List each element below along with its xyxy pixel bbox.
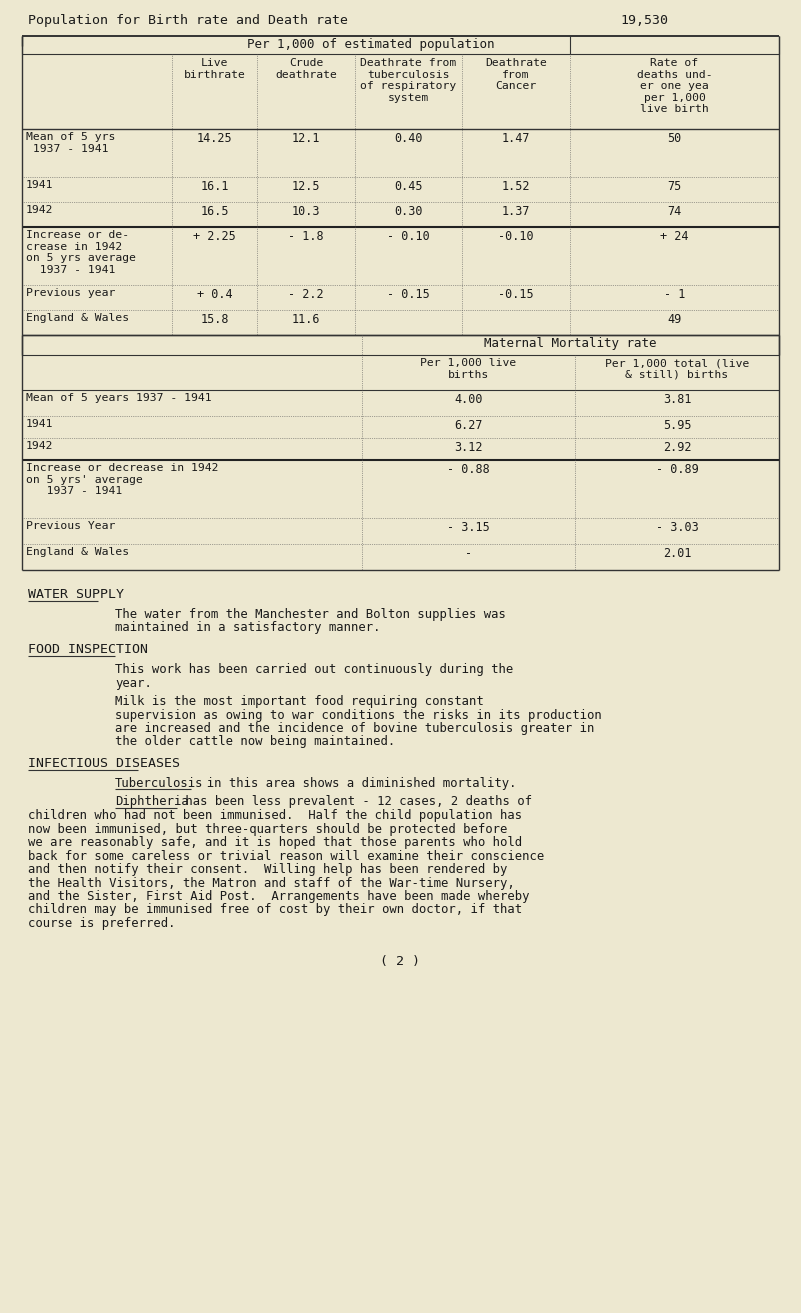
Text: 16.5: 16.5 xyxy=(200,205,229,218)
Text: - 0.89: - 0.89 xyxy=(656,463,698,477)
Text: England & Wales: England & Wales xyxy=(26,548,129,557)
Text: 10.3: 10.3 xyxy=(292,205,320,218)
Text: course is preferred.: course is preferred. xyxy=(28,916,175,930)
Text: Crude
deathrate: Crude deathrate xyxy=(275,58,337,80)
Text: 0.45: 0.45 xyxy=(394,180,423,193)
Text: INFECTIOUS DISEASES: INFECTIOUS DISEASES xyxy=(28,758,180,769)
Text: England & Wales: England & Wales xyxy=(26,312,129,323)
Text: Tuberculosis: Tuberculosis xyxy=(115,777,203,790)
Text: 5.95: 5.95 xyxy=(662,419,691,432)
Text: -0.15: -0.15 xyxy=(498,288,533,301)
Text: 11.6: 11.6 xyxy=(292,312,320,326)
Text: 3.12: 3.12 xyxy=(454,441,483,454)
Text: children may be immunised free of cost by their own doctor, if that: children may be immunised free of cost b… xyxy=(28,903,522,916)
Text: 49: 49 xyxy=(667,312,682,326)
Text: + 0.4: + 0.4 xyxy=(197,288,232,301)
Text: - 3.15: - 3.15 xyxy=(447,521,490,534)
Text: Increase or de-
crease in 1942
on 5 yrs average
  1937 - 1941: Increase or de- crease in 1942 on 5 yrs … xyxy=(26,230,136,274)
Text: maintained in a satisfactory manner.: maintained in a satisfactory manner. xyxy=(115,621,380,634)
Text: 1942: 1942 xyxy=(26,441,54,450)
Text: Mean of 5 years 1937 - 1941: Mean of 5 years 1937 - 1941 xyxy=(26,393,211,403)
Text: - 0.88: - 0.88 xyxy=(447,463,490,477)
Text: - 0.15: - 0.15 xyxy=(387,288,430,301)
Text: and the Sister, First Aid Post.  Arrangements have been made whereby: and the Sister, First Aid Post. Arrangem… xyxy=(28,890,529,903)
Text: year.: year. xyxy=(115,676,152,689)
Text: 2.01: 2.01 xyxy=(662,548,691,561)
Text: This work has been carried out continuously during the: This work has been carried out continuou… xyxy=(115,663,513,676)
Text: The water from the Manchester and Bolton supplies was: The water from the Manchester and Bolton… xyxy=(115,608,506,621)
Text: Live
birthrate: Live birthrate xyxy=(183,58,245,80)
Text: children who had not been immunised.  Half the child population has: children who had not been immunised. Hal… xyxy=(28,809,522,822)
Text: FOOD INSPECTION: FOOD INSPECTION xyxy=(28,643,148,656)
Text: 1942: 1942 xyxy=(26,205,54,215)
Text: 0.40: 0.40 xyxy=(394,133,423,144)
Text: has been less prevalent - 12 cases, 2 deaths of: has been less prevalent - 12 cases, 2 de… xyxy=(178,796,532,809)
Text: 16.1: 16.1 xyxy=(200,180,229,193)
Text: Increase or decrease in 1942
on 5 yrs' average
   1937 - 1941: Increase or decrease in 1942 on 5 yrs' a… xyxy=(26,463,219,496)
Text: Deathrate from
tuberculosis
of respiratory
system: Deathrate from tuberculosis of respirato… xyxy=(360,58,457,102)
Text: Previous year: Previous year xyxy=(26,288,115,298)
Text: in this area shows a diminished mortality.: in this area shows a diminished mortalit… xyxy=(192,777,517,790)
Text: the older cattle now being maintained.: the older cattle now being maintained. xyxy=(115,735,395,748)
Text: the Health Visitors, the Matron and staff of the War-time Nursery,: the Health Visitors, the Matron and staf… xyxy=(28,877,515,889)
Text: Per 1,000 of estimated population: Per 1,000 of estimated population xyxy=(248,38,495,51)
Text: Deathrate
from
Cancer: Deathrate from Cancer xyxy=(485,58,547,91)
Text: 15.8: 15.8 xyxy=(200,312,229,326)
Text: 19,530: 19,530 xyxy=(620,14,668,28)
Text: Mean of 5 yrs
 1937 - 1941: Mean of 5 yrs 1937 - 1941 xyxy=(26,133,115,154)
Text: Milk is the most important food requiring constant: Milk is the most important food requirin… xyxy=(115,695,484,708)
Text: 12.1: 12.1 xyxy=(292,133,320,144)
Text: Diphtheria: Diphtheria xyxy=(115,796,189,809)
Text: Maternal Mortality rate: Maternal Mortality rate xyxy=(485,337,657,351)
Text: 0.30: 0.30 xyxy=(394,205,423,218)
Text: Population for Birth rate and Death rate: Population for Birth rate and Death rate xyxy=(28,14,348,28)
Text: 4.00: 4.00 xyxy=(454,393,483,406)
Text: Rate of
deaths und-
er one yea
per 1,000
live birth: Rate of deaths und- er one yea per 1,000… xyxy=(637,58,712,114)
Text: back for some careless or trivial reason will examine their conscience: back for some careless or trivial reason… xyxy=(28,850,544,863)
Text: WATER SUPPLY: WATER SUPPLY xyxy=(28,588,124,601)
Text: 74: 74 xyxy=(667,205,682,218)
Text: - 3.03: - 3.03 xyxy=(656,521,698,534)
Text: supervision as owing to war conditions the risks in its production: supervision as owing to war conditions t… xyxy=(115,709,602,722)
Text: Previous Year: Previous Year xyxy=(26,521,115,530)
Text: 12.5: 12.5 xyxy=(292,180,320,193)
Text: 1.52: 1.52 xyxy=(501,180,530,193)
Text: - 0.10: - 0.10 xyxy=(387,230,430,243)
Text: now been immunised, but three-quarters should be protected before: now been immunised, but three-quarters s… xyxy=(28,822,507,835)
Text: Per 1,000 total (live
& still) births: Per 1,000 total (live & still) births xyxy=(605,358,749,379)
Text: are increased and the incidence of bovine tuberculosis greater in: are increased and the incidence of bovin… xyxy=(115,722,594,735)
Text: -: - xyxy=(465,548,472,561)
Text: + 2.25: + 2.25 xyxy=(193,230,235,243)
Text: we are reasonably safe, and it is hoped that those parents who hold: we are reasonably safe, and it is hoped … xyxy=(28,836,522,850)
Text: 14.25: 14.25 xyxy=(197,133,232,144)
Text: + 24: + 24 xyxy=(660,230,689,243)
Text: 2.92: 2.92 xyxy=(662,441,691,454)
Text: 6.27: 6.27 xyxy=(454,419,483,432)
Text: 1.47: 1.47 xyxy=(501,133,530,144)
Text: 75: 75 xyxy=(667,180,682,193)
Text: Per 1,000 live
births: Per 1,000 live births xyxy=(421,358,517,379)
Text: 1.37: 1.37 xyxy=(501,205,530,218)
Text: - 1: - 1 xyxy=(664,288,685,301)
Text: 1941: 1941 xyxy=(26,180,54,190)
Text: 1941: 1941 xyxy=(26,419,54,429)
Text: -0.10: -0.10 xyxy=(498,230,533,243)
Text: ( 2 ): ( 2 ) xyxy=(380,956,421,969)
Text: and then notify their consent.  Willing help has been rendered by: and then notify their consent. Willing h… xyxy=(28,863,507,876)
Text: - 2.2: - 2.2 xyxy=(288,288,324,301)
Text: 50: 50 xyxy=(667,133,682,144)
Text: - 1.8: - 1.8 xyxy=(288,230,324,243)
Text: 3.81: 3.81 xyxy=(662,393,691,406)
